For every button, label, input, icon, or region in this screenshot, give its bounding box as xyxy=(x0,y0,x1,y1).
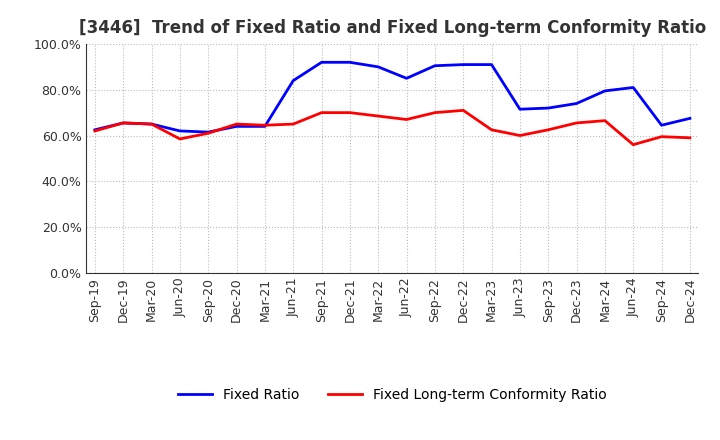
Fixed Long-term Conformity Ratio xyxy=(629,142,637,147)
Fixed Long-term Conformity Ratio xyxy=(600,118,609,123)
Fixed Ratio xyxy=(402,76,411,81)
Fixed Ratio xyxy=(459,62,467,67)
Fixed Ratio xyxy=(431,63,439,68)
Fixed Long-term Conformity Ratio xyxy=(657,134,666,139)
Fixed Ratio xyxy=(289,78,297,83)
Fixed Long-term Conformity Ratio xyxy=(685,135,694,140)
Fixed Ratio xyxy=(572,101,581,106)
Fixed Ratio xyxy=(516,106,524,112)
Fixed Long-term Conformity Ratio xyxy=(459,108,467,113)
Fixed Long-term Conformity Ratio xyxy=(119,120,127,125)
Fixed Long-term Conformity Ratio xyxy=(572,120,581,125)
Line: Fixed Long-term Conformity Ratio: Fixed Long-term Conformity Ratio xyxy=(95,110,690,145)
Fixed Ratio xyxy=(119,120,127,125)
Fixed Long-term Conformity Ratio xyxy=(346,110,354,115)
Fixed Ratio xyxy=(374,64,382,70)
Fixed Ratio xyxy=(657,123,666,128)
Fixed Long-term Conformity Ratio xyxy=(233,121,241,127)
Legend: Fixed Ratio, Fixed Long-term Conformity Ratio: Fixed Ratio, Fixed Long-term Conformity … xyxy=(172,383,613,408)
Fixed Long-term Conformity Ratio xyxy=(204,131,212,136)
Fixed Long-term Conformity Ratio xyxy=(374,114,382,119)
Fixed Ratio xyxy=(91,127,99,132)
Fixed Long-term Conformity Ratio xyxy=(431,110,439,115)
Fixed Ratio xyxy=(487,62,496,67)
Fixed Ratio xyxy=(261,124,269,129)
Fixed Ratio xyxy=(600,88,609,94)
Fixed Ratio xyxy=(685,116,694,121)
Fixed Ratio xyxy=(204,129,212,135)
Fixed Long-term Conformity Ratio xyxy=(402,117,411,122)
Fixed Ratio xyxy=(629,85,637,90)
Fixed Long-term Conformity Ratio xyxy=(176,136,184,142)
Fixed Ratio xyxy=(346,60,354,65)
Fixed Long-term Conformity Ratio xyxy=(318,110,326,115)
Fixed Ratio xyxy=(176,128,184,134)
Fixed Long-term Conformity Ratio xyxy=(91,128,99,134)
Fixed Ratio xyxy=(544,106,552,111)
Fixed Ratio xyxy=(148,121,156,127)
Line: Fixed Ratio: Fixed Ratio xyxy=(95,62,690,132)
Title: [3446]  Trend of Fixed Ratio and Fixed Long-term Conformity Ratio: [3446] Trend of Fixed Ratio and Fixed Lo… xyxy=(78,19,706,37)
Fixed Long-term Conformity Ratio xyxy=(487,127,496,132)
Fixed Long-term Conformity Ratio xyxy=(148,121,156,127)
Fixed Ratio xyxy=(233,124,241,129)
Fixed Long-term Conformity Ratio xyxy=(544,127,552,132)
Fixed Long-term Conformity Ratio xyxy=(289,121,297,127)
Fixed Ratio xyxy=(318,60,326,65)
Fixed Long-term Conformity Ratio xyxy=(261,123,269,128)
Fixed Long-term Conformity Ratio xyxy=(516,133,524,138)
